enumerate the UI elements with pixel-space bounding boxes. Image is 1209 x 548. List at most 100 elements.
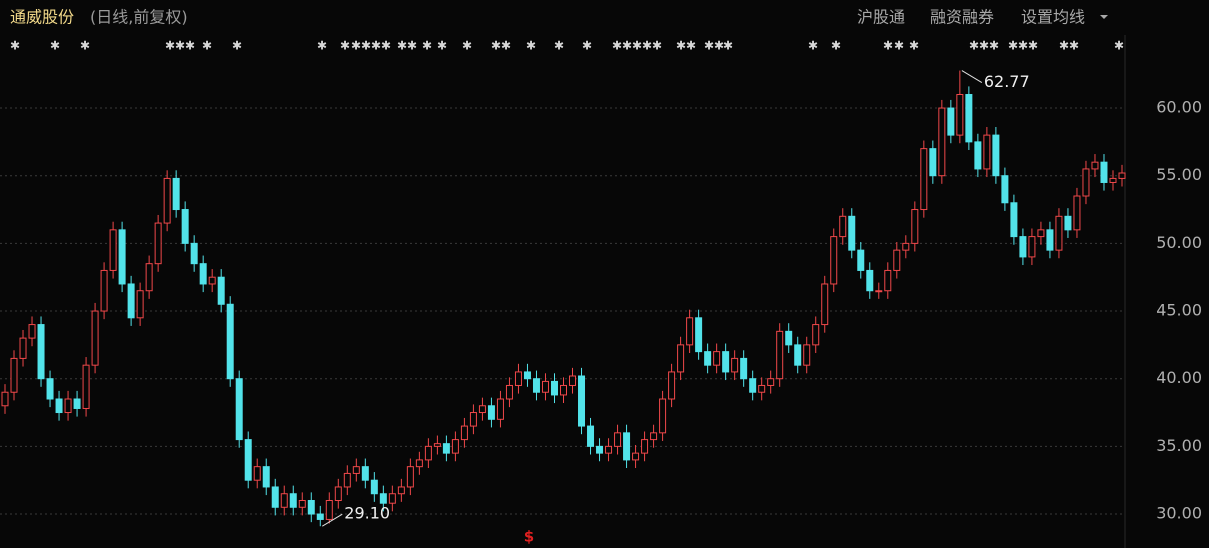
candle-body: [424, 445, 432, 461]
candle-body: [505, 384, 513, 400]
event-icon: ✱: [831, 39, 841, 53]
candle-body: [749, 378, 757, 393]
event-icon: ✱: [704, 39, 714, 53]
candle-body: [947, 107, 955, 136]
dropdown-caret[interactable]: [1100, 15, 1108, 19]
stock-name: 通威股份: [10, 8, 74, 27]
candle-body: [794, 344, 802, 366]
candle-body: [623, 432, 631, 461]
candle-body: [956, 94, 964, 136]
candle-body: [740, 357, 748, 380]
event-marker: $: [524, 528, 534, 546]
y-tick-label: 30.00: [1156, 504, 1202, 523]
event-icon: ✱: [1114, 39, 1124, 53]
candle-body: [334, 486, 342, 501]
candle-body: [451, 439, 459, 454]
candle-body: [271, 486, 279, 508]
event-icon: ✱: [165, 39, 175, 53]
event-icon: ✱: [462, 39, 472, 53]
event-icon: ✱: [989, 39, 999, 53]
candle-body: [1091, 161, 1099, 170]
candle-body: [55, 398, 63, 414]
candle-body: [803, 344, 811, 366]
candle-body: [163, 177, 171, 224]
candle-body: [208, 276, 216, 285]
candle-body: [361, 466, 369, 481]
candle-body: [253, 466, 261, 481]
candle-body: [28, 324, 36, 339]
y-tick-label: 45.00: [1156, 301, 1202, 320]
event-icon: ✱: [202, 39, 212, 53]
candle-body: [280, 493, 288, 508]
candle-body: [785, 330, 793, 346]
annotation-label: 29.10: [344, 504, 390, 523]
candle-body: [370, 479, 378, 495]
event-icon: ✱: [676, 39, 686, 53]
event-icon: ✱: [361, 39, 371, 53]
candle-body: [632, 452, 640, 461]
candle-body: [668, 371, 676, 400]
candle-body: [857, 249, 865, 271]
candle-body: [523, 371, 531, 380]
event-icon: ✱: [632, 39, 642, 53]
candle-body: [181, 209, 189, 244]
candle-body: [352, 466, 360, 474]
y-tick-label: 55.00: [1156, 165, 1202, 184]
candle-body: [100, 269, 108, 312]
annotation-arrow: [961, 70, 983, 83]
candle-body: [866, 269, 874, 292]
event-icon: ✱: [686, 39, 696, 53]
candle-body: [307, 499, 315, 515]
event-icon: ✱: [979, 39, 989, 53]
candle-body: [704, 351, 712, 366]
annotation-arrow: [322, 513, 343, 527]
menu-item[interactable]: 沪股通: [857, 8, 905, 27]
candle-body: [1019, 236, 1027, 258]
event-icon: ✱: [437, 39, 447, 53]
event-icon: ✱: [582, 39, 592, 53]
y-tick-label: 40.00: [1156, 368, 1202, 387]
candle-body: [145, 263, 153, 292]
event-icon: ✱: [909, 39, 919, 53]
event-icon: ✱: [185, 39, 195, 53]
event-icon: ✱: [232, 39, 242, 53]
candle-body: [560, 384, 567, 396]
candle-body: [127, 283, 135, 319]
candle-body: [541, 380, 549, 393]
candle-body: [605, 445, 613, 454]
candle-body: [199, 263, 207, 285]
candle-body: [442, 443, 450, 454]
candle-body: [686, 317, 694, 346]
candle-body: [226, 303, 234, 380]
candle-body: [875, 290, 883, 293]
event-icon: ✱: [407, 39, 417, 53]
candle-body: [244, 439, 252, 481]
candle-body: [298, 499, 306, 508]
candle-body: [46, 378, 54, 400]
event-icon: ✱: [351, 39, 361, 53]
candle-body: [776, 330, 784, 380]
candle-body: [902, 242, 910, 251]
candle-body: [478, 405, 486, 414]
menu-item[interactable]: 设置均线: [1021, 8, 1085, 27]
candle-body: [172, 177, 180, 211]
event-icon: ✱: [883, 39, 893, 53]
event-icon: ✱: [1028, 39, 1038, 53]
candle-body: [1001, 175, 1009, 204]
event-icon: ✱: [1059, 39, 1069, 53]
candle-body: [992, 134, 1000, 177]
candle-body: [64, 398, 72, 414]
candle-body: [415, 459, 423, 468]
candle-body: [1118, 172, 1126, 179]
menu-item[interactable]: 融资融券: [930, 8, 994, 27]
event-icon: ✱: [371, 39, 381, 53]
candle-body: [713, 351, 721, 366]
candle-body: [587, 425, 595, 447]
event-icon: ✱: [1069, 39, 1079, 53]
event-icon: ✱: [491, 39, 501, 53]
event-icon: ✱: [612, 39, 622, 53]
candle-body: [1055, 215, 1063, 251]
candle-body: [37, 324, 45, 380]
candle-body: [722, 351, 730, 373]
candle-body: [82, 364, 90, 409]
